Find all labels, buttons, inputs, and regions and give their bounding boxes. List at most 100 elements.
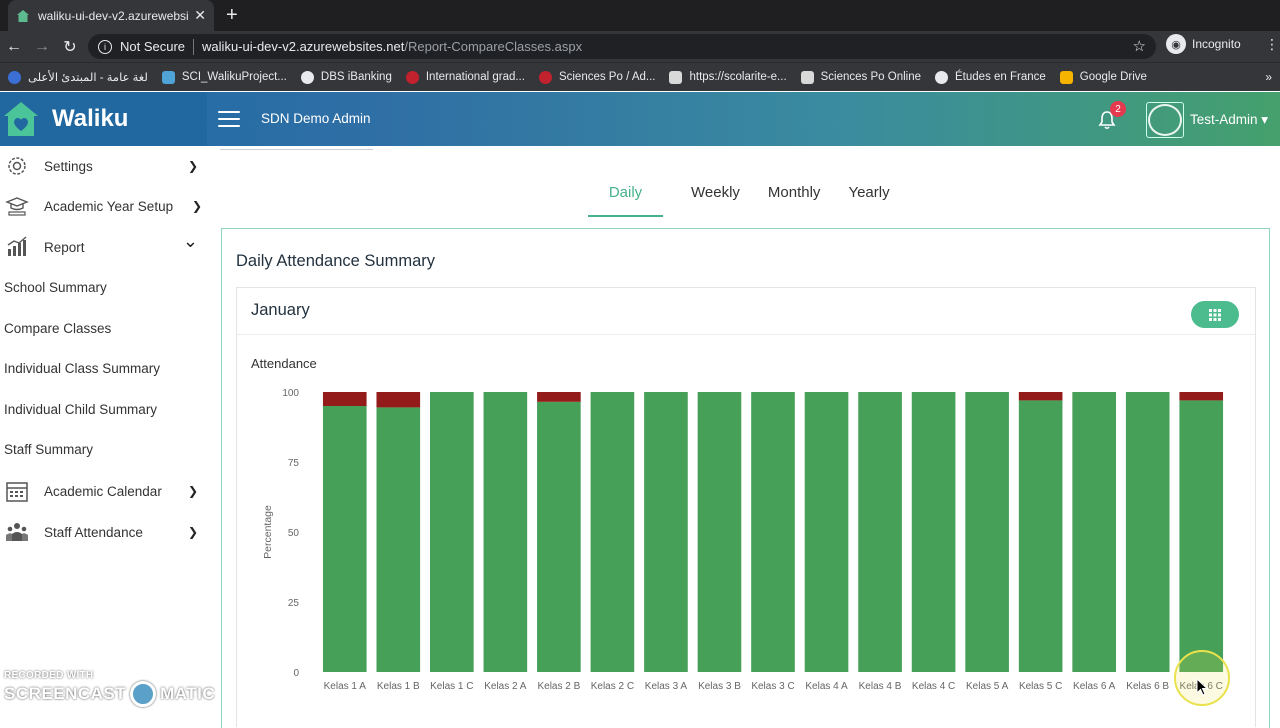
graduation-cap-icon: [5, 197, 29, 216]
incognito-label: Incognito: [1192, 37, 1241, 51]
house-icon: [17, 9, 29, 22]
bar-present: [537, 401, 581, 672]
x-tick-label: Kelas 6 A: [1073, 681, 1116, 692]
sidebar-subitem-school-summary[interactable]: School Summary: [4, 280, 107, 295]
bar-present: [1179, 400, 1224, 672]
x-tick-label: Kelas 3 B: [698, 681, 741, 692]
tab-weekly[interactable]: Weekly: [691, 184, 740, 201]
new-tab-button[interactable]: +: [226, 4, 238, 26]
sidebar-item-report[interactable]: Report ⌄: [0, 227, 208, 267]
tab-daily[interactable]: Daily: [588, 178, 663, 217]
sidebar-item-label: Settings: [44, 158, 93, 174]
y-tick-label: 25: [288, 598, 300, 609]
bookmark-favicon-icon: [538, 70, 552, 84]
bar-present: [965, 392, 1009, 672]
bookmark-favicon-icon: [8, 70, 21, 84]
bar-present: [751, 392, 795, 672]
x-tick-label: Kelas 2 A: [484, 681, 527, 692]
bar-present: [804, 392, 849, 672]
bookmark-item[interactable]: Sciences Po Online: [800, 70, 922, 84]
bar-chart-icon: [7, 236, 27, 256]
close-tab-icon[interactable]: ✕: [194, 7, 206, 23]
browser-tab[interactable]: waliku-ui-dev-v2.azurewebsite ✕: [8, 0, 214, 31]
panel-title: Daily Attendance Summary: [236, 252, 436, 270]
x-tick-label: Kelas 2 C: [591, 681, 634, 692]
brand[interactable]: Waliku: [0, 92, 207, 146]
x-tick-label: Kelas 5 C: [1019, 681, 1062, 692]
tab-monthly[interactable]: Monthly: [767, 184, 821, 201]
month-title: January: [251, 301, 310, 319]
bookmark-item[interactable]: لغة عامة - المبتدئ الأعلى: [8, 70, 148, 84]
sidebar-item-academic-calendar[interactable]: Academic Calendar ❯: [0, 471, 208, 511]
google-drive-icon: [1059, 70, 1073, 84]
user-menu[interactable]: Test-Admin ▾: [1190, 112, 1269, 127]
tab-yearly[interactable]: Yearly: [848, 184, 890, 201]
bookmark-item[interactable]: SCI_WalikuProject...: [161, 70, 287, 84]
sidebar-item-academic-year-setup[interactable]: Academic Year Setup ❯: [0, 186, 208, 226]
forward-arrow-icon[interactable]: →: [34, 37, 50, 55]
sidebar-subitem-individual-child-summary[interactable]: Individual Child Summary: [4, 402, 158, 417]
divider: [193, 38, 195, 55]
bookmark-favicon-icon: [800, 70, 814, 84]
y-tick-label: 100: [282, 388, 299, 399]
globe-icon: [300, 70, 314, 84]
sidebar-subitem-staff-summary[interactable]: Staff Summary: [4, 442, 94, 457]
browser-menu-icon[interactable]: ⋮: [1265, 36, 1279, 52]
browser-navbar: ← → ↻ i Not Secure waliku-ui-dev-v2.azur…: [0, 31, 1280, 62]
bookmark-label: Sciences Po Online: [820, 71, 922, 83]
sidebar-subitem-individual-class-summary[interactable]: Individual Class Summary: [4, 361, 161, 376]
x-tick-label: Kelas 1 A: [324, 681, 367, 692]
x-tick-label: Kelas 3 A: [645, 681, 688, 692]
brand-name: Waliku: [52, 105, 129, 132]
staff-group-icon: [6, 523, 28, 541]
incognito-indicator[interactable]: ◉ Incognito: [1166, 34, 1241, 54]
grid-view-button[interactable]: [1191, 301, 1239, 328]
x-tick-label: Kelas 3 C: [751, 681, 794, 692]
bar-present: [644, 392, 688, 672]
avatar[interactable]: [1146, 102, 1184, 138]
bar-present: [590, 392, 635, 672]
bar-absent: [1018, 392, 1063, 401]
bookmark-item[interactable]: Sciences Po / Ad...: [538, 70, 656, 84]
sidebar-item-label: Staff Attendance: [44, 524, 143, 540]
watermark-line1: RECORDED WITH: [4, 670, 94, 681]
bookmark-label: Études en France: [955, 71, 1046, 83]
bar-present: [483, 392, 528, 672]
bookmark-label: Sciences Po / Ad...: [558, 71, 656, 83]
bookmark-item[interactable]: International grad...: [405, 70, 525, 84]
bar-absent: [376, 392, 421, 408]
sidebar-item-settings[interactable]: Settings ❯: [0, 146, 208, 186]
not-secure-label: Not Secure: [120, 39, 186, 54]
filter-underline: [220, 146, 373, 150]
app-header: Waliku SDN Demo Admin 2 Test-Admin ▾: [0, 92, 1280, 146]
bookmark-item[interactable]: DBS iBanking: [300, 70, 392, 84]
bookmark-favicon-icon: [405, 70, 419, 84]
bar-present: [858, 392, 902, 672]
bookmark-item[interactable]: Google Drive: [1059, 70, 1147, 84]
bar-absent: [537, 392, 581, 402]
sidebar-item-staff-attendance[interactable]: Staff Attendance ❯: [0, 512, 208, 552]
screencast-watermark: RECORDED WITH SCREENCAST MATIC: [4, 670, 215, 707]
bar-present: [1018, 400, 1063, 672]
x-tick-label: Kelas 6 B: [1126, 681, 1169, 692]
reload-icon[interactable]: ↻: [63, 38, 77, 56]
sidebar-subitem-compare-classes[interactable]: Compare Classes: [4, 321, 112, 336]
chevron-right-icon: ❯: [187, 159, 198, 173]
url-path: /Report-CompareClasses.aspx: [404, 39, 583, 54]
bookmark-item[interactable]: https://scolarite-e...: [669, 70, 787, 84]
menu-toggle-icon[interactable]: [218, 111, 240, 127]
info-icon[interactable]: i: [98, 39, 112, 54]
bookmark-item[interactable]: Études en France: [935, 70, 1046, 84]
globe-icon: [935, 70, 949, 84]
notification-badge: 2: [1110, 101, 1126, 117]
attendance-summary-panel: Daily Attendance Summary January Attenda…: [221, 228, 1270, 728]
x-tick-label: Kelas 1 C: [430, 681, 473, 692]
bookmark-star-icon[interactable]: ☆: [1132, 38, 1146, 55]
back-arrow-icon[interactable]: ←: [6, 37, 22, 55]
browser-tabbar: waliku-ui-dev-v2.azurewebsite ✕ +: [0, 0, 1280, 31]
chevron-right-icon: ❯: [187, 484, 198, 498]
grid-icon: [1209, 308, 1221, 321]
address-bar[interactable]: i Not Secure waliku-ui-dev-v2.azurewebsi…: [88, 34, 1156, 59]
bar-present: [430, 392, 474, 672]
bookmarks-overflow-icon[interactable]: »: [1265, 70, 1272, 84]
